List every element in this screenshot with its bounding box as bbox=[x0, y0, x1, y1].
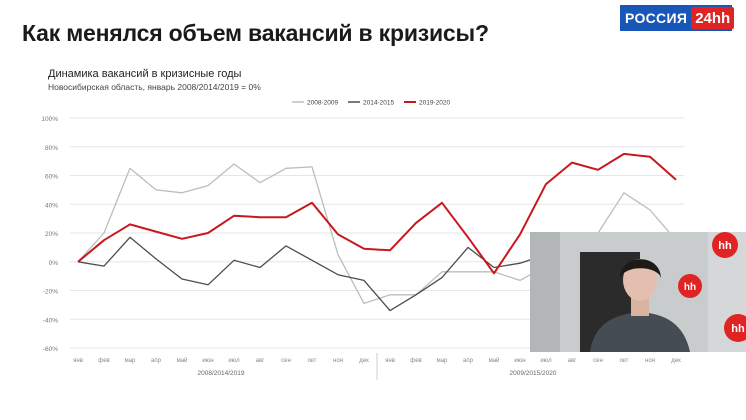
hh-logo-1: hh bbox=[718, 240, 732, 252]
y-tick-label: 80% bbox=[45, 145, 58, 152]
y-tick-label: 100% bbox=[41, 116, 58, 123]
x-tick-label: янв bbox=[73, 358, 83, 364]
x-tick-label: дек bbox=[671, 358, 681, 364]
series-line-2019-2020 bbox=[77, 152, 677, 275]
x-tick-label: фев bbox=[98, 358, 109, 364]
legend-label: 2014-2015 bbox=[363, 100, 394, 107]
x-tick-label: мар bbox=[437, 358, 448, 364]
y-tick-label: -40% bbox=[43, 317, 58, 324]
video-overlay: hh hh hh bbox=[530, 232, 746, 352]
year-group-label: 2009/2015/2020 bbox=[510, 370, 557, 377]
year-group-label: 2008/2014/2019 bbox=[198, 370, 245, 377]
channel-logo-word: РОССИЯ bbox=[625, 10, 688, 26]
chart-subtitle: Новосибирская область, январь 2008/2014/… bbox=[48, 82, 261, 92]
hh-logo-3: hh bbox=[731, 323, 745, 335]
legend-label: 2008-2009 bbox=[307, 100, 338, 107]
x-tick-label: янв bbox=[385, 358, 395, 364]
x-tick-label: апр bbox=[463, 358, 474, 364]
x-tick-label: окт bbox=[308, 358, 317, 364]
x-tick-label: ноя bbox=[333, 358, 343, 364]
y-tick-label: 40% bbox=[45, 202, 58, 209]
x-tick-label: май bbox=[489, 357, 500, 364]
x-tick-label: июн bbox=[202, 358, 213, 364]
chart-title: Динамика вакансий в кризисные годы bbox=[48, 68, 242, 80]
x-tick-label: май bbox=[177, 357, 188, 364]
x-tick-label: авг bbox=[256, 358, 266, 364]
hh-logo-2: hh bbox=[684, 282, 696, 293]
y-tick-label: -20% bbox=[43, 289, 58, 296]
x-tick-label: авг bbox=[568, 358, 578, 364]
y-tick-label: -60% bbox=[43, 346, 58, 353]
x-tick-label: ноя bbox=[645, 358, 655, 364]
x-tick-label: дек bbox=[359, 358, 369, 364]
x-tick-label: фев bbox=[410, 358, 421, 364]
y-tick-label: 60% bbox=[45, 174, 58, 181]
x-tick-label: сен bbox=[593, 358, 603, 364]
y-tick-label: 0% bbox=[49, 260, 59, 267]
y-tick-label: 20% bbox=[45, 231, 58, 238]
x-tick-label: апр bbox=[151, 358, 162, 364]
x-tick-label: окт bbox=[620, 358, 629, 364]
x-tick-label: июл bbox=[540, 358, 552, 364]
legend: 2008-2009 2014-2015 2019-2020 bbox=[292, 100, 450, 107]
x-tick-label: июл bbox=[228, 358, 240, 364]
video-scene: hh hh hh bbox=[530, 232, 746, 352]
x-tick-label: июн bbox=[514, 358, 525, 364]
axis-layer: 100% 80% 60% 40% 20% 0% -20% -40% -60% янв фев мар а… bbox=[41, 116, 681, 380]
x-tick-label: сен bbox=[281, 358, 291, 364]
legend-label: 2019-2020 bbox=[419, 100, 450, 107]
channel-logo: РОССИЯ 24hh bbox=[620, 5, 735, 31]
channel-logo-badge: 24hh bbox=[691, 7, 735, 29]
x-tick-label: мар bbox=[125, 358, 136, 364]
page-title: Как менялся объем вакансий в кризисы? bbox=[22, 20, 489, 46]
